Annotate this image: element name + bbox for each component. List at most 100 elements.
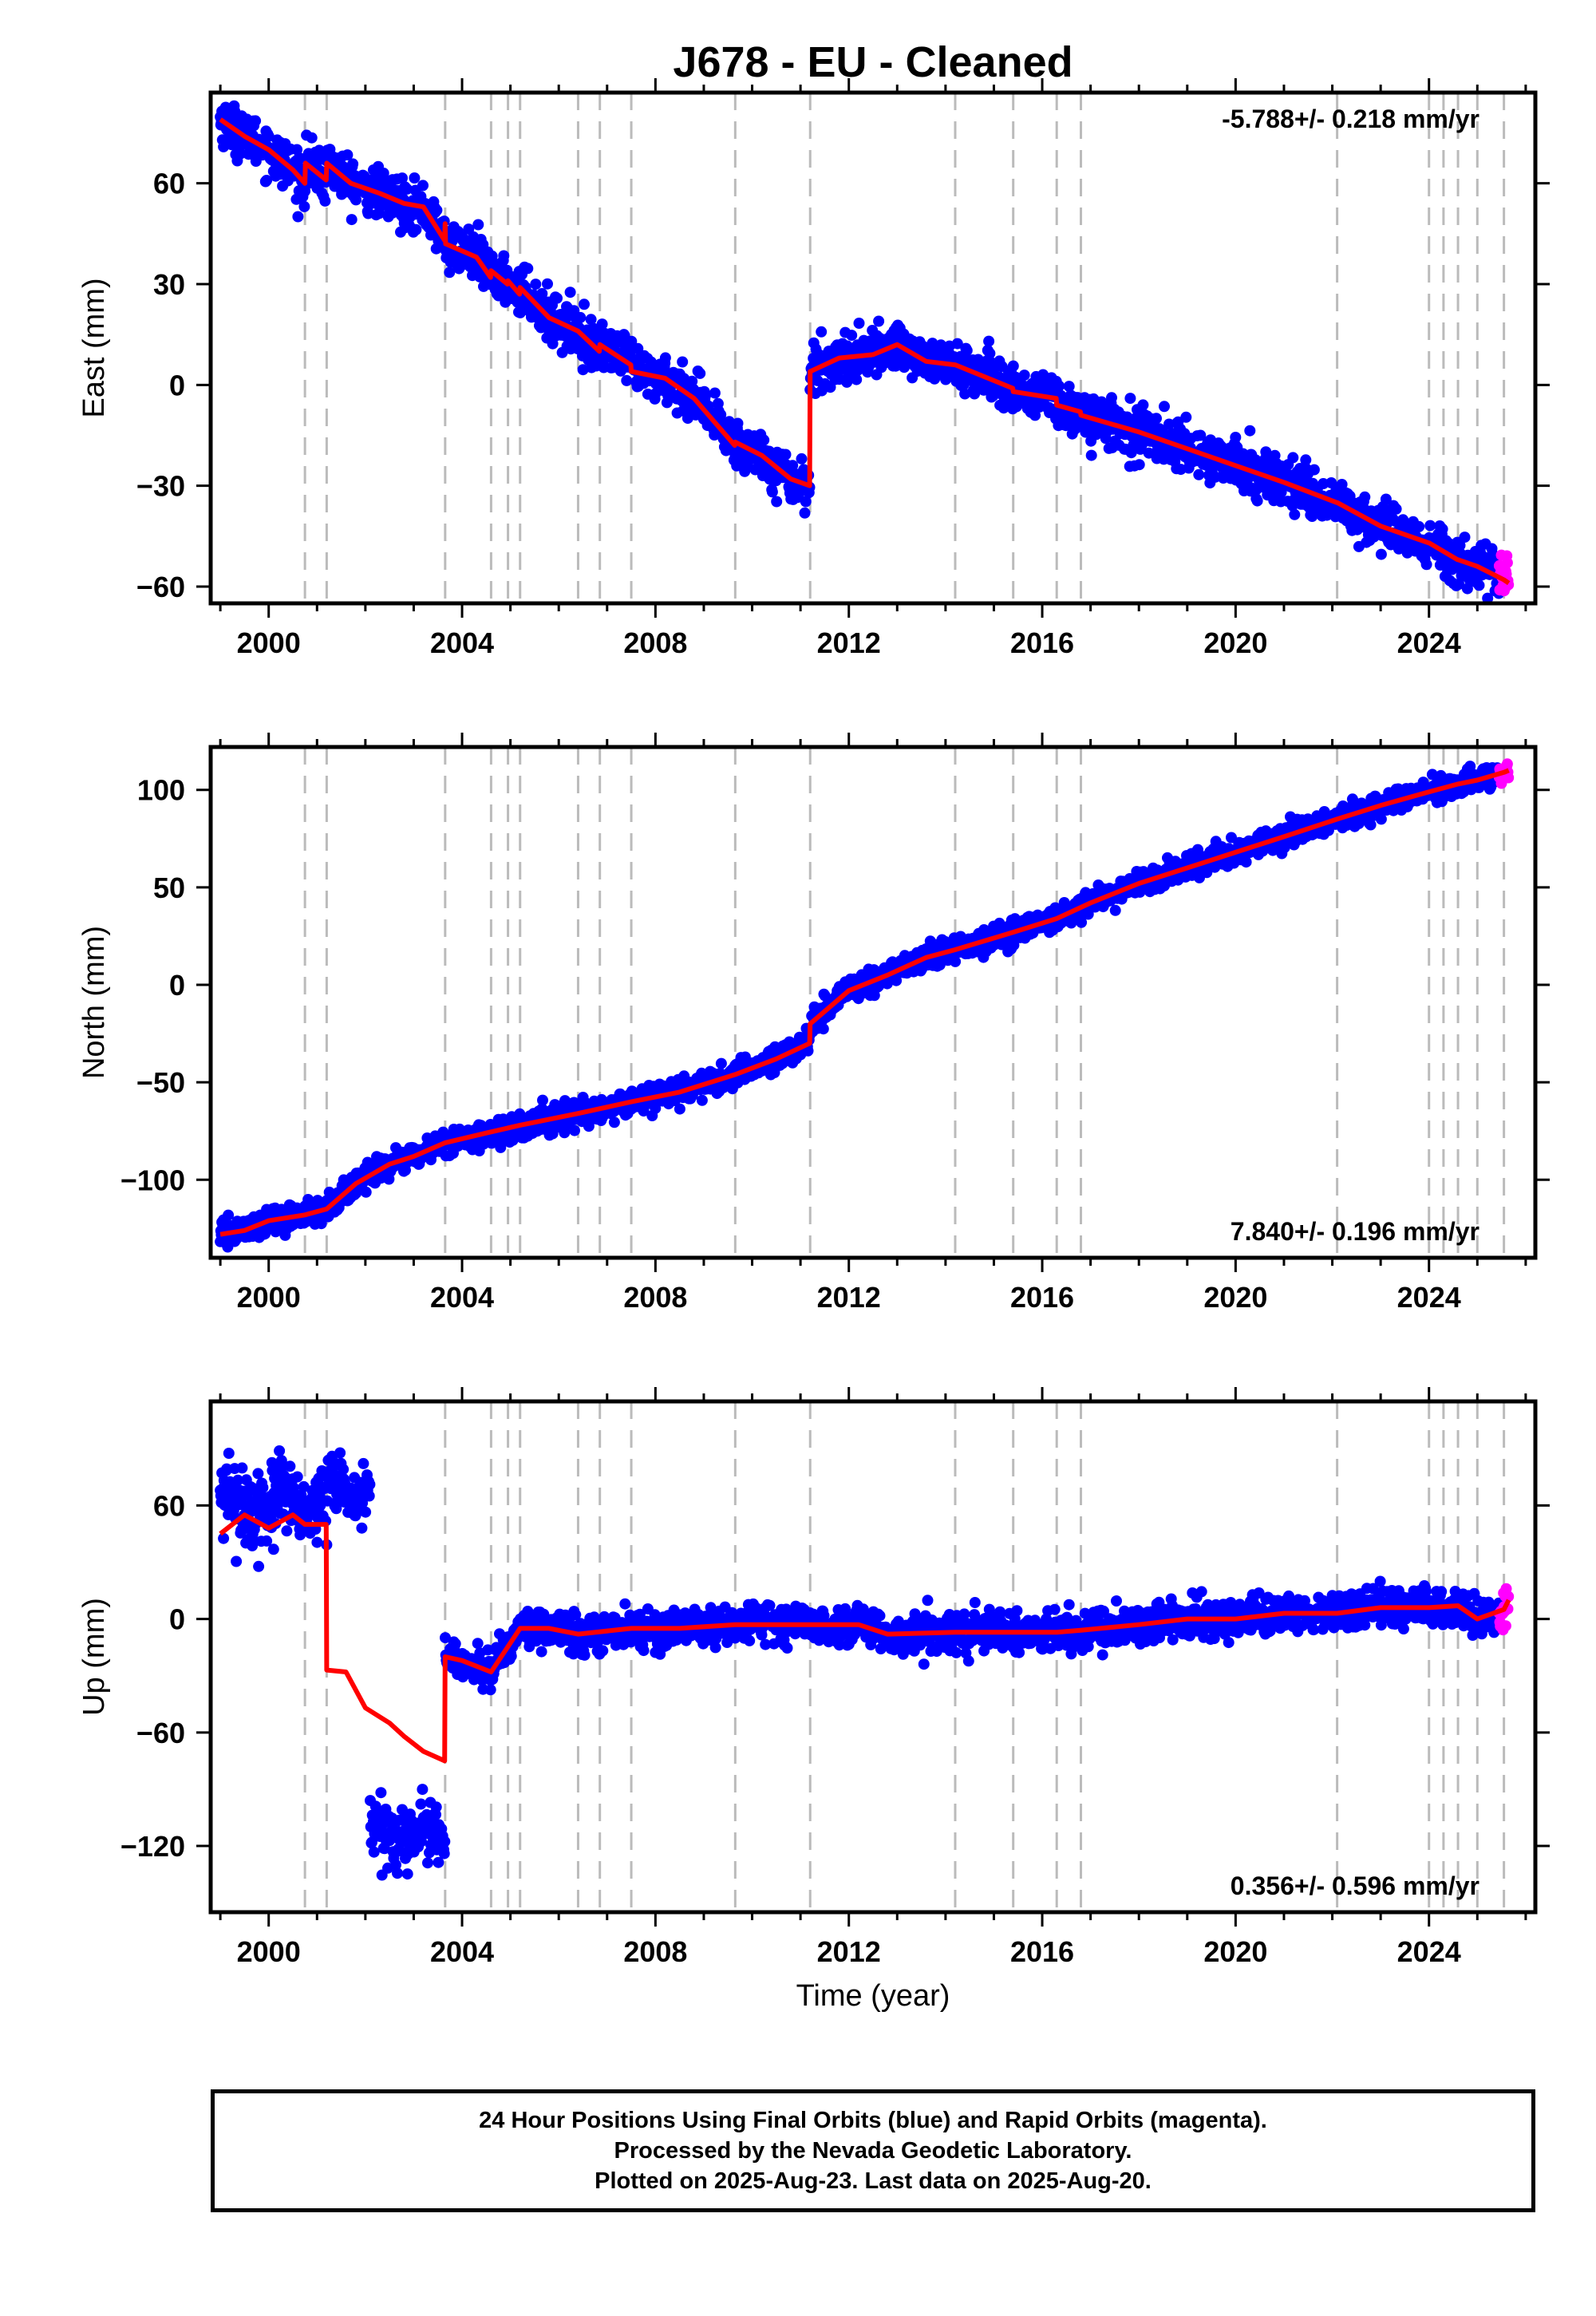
data-point — [1380, 493, 1392, 505]
data-point — [1133, 459, 1145, 471]
data-point — [1459, 532, 1471, 543]
data-point — [261, 175, 273, 186]
data-point — [250, 115, 262, 127]
data-point — [1413, 520, 1425, 532]
data-point — [694, 367, 706, 379]
data-point — [1453, 579, 1465, 591]
data-point — [1454, 539, 1466, 551]
data-point — [410, 223, 422, 235]
data-point — [1143, 447, 1155, 459]
data-point — [659, 352, 671, 364]
x-tick-label: 2000 — [237, 626, 301, 659]
data-point — [342, 149, 354, 161]
data-point — [1007, 360, 1019, 372]
data-point — [401, 183, 413, 195]
data-point — [1289, 508, 1301, 520]
y-tick-label: 0 — [169, 369, 185, 401]
data-point — [542, 278, 553, 290]
data-point — [799, 507, 811, 519]
data-point — [984, 347, 996, 359]
data-point — [1018, 370, 1030, 381]
data-point — [961, 345, 973, 357]
data-point — [853, 318, 865, 329]
data-point — [851, 373, 863, 385]
data-point — [522, 263, 534, 275]
data-point — [1029, 409, 1041, 421]
data-point — [1359, 491, 1371, 503]
data-point — [564, 287, 576, 298]
data-point — [608, 1117, 620, 1128]
data-point — [1053, 380, 1065, 392]
data-point — [1501, 557, 1513, 569]
data-point — [235, 148, 247, 160]
data-point — [1124, 393, 1136, 405]
data-point — [1424, 520, 1436, 532]
data-point — [1420, 559, 1432, 571]
east-scatter — [215, 100, 1515, 603]
data-point — [1251, 495, 1263, 507]
data-point — [626, 335, 638, 347]
data-point — [621, 374, 633, 386]
chart-figure: J678 - EU - Cleaned Time (year) 2000 2004… — [77, 38, 1550, 2013]
data-point — [1195, 429, 1207, 441]
data-point — [596, 318, 608, 330]
data-point — [444, 267, 456, 279]
data-point — [1063, 381, 1075, 393]
data-point — [472, 219, 484, 231]
data-point — [1230, 432, 1242, 443]
data-point — [766, 486, 778, 498]
data-point — [347, 158, 359, 170]
y-tick-label: 60 — [153, 168, 185, 200]
data-point — [674, 1103, 685, 1115]
data-point — [891, 974, 903, 986]
data-point — [263, 130, 275, 142]
data-point — [360, 1186, 372, 1198]
data-point — [758, 434, 770, 446]
data-point — [677, 356, 689, 368]
data-point — [959, 388, 971, 400]
data-point — [1076, 916, 1088, 928]
data-point — [294, 152, 306, 164]
x-tick-label: 2020 — [1203, 626, 1267, 659]
data-point — [1308, 464, 1320, 476]
data-point — [431, 204, 443, 216]
data-point — [1336, 479, 1348, 490]
data-point — [951, 338, 963, 350]
x-axis-label: Time (year) — [796, 1979, 950, 2013]
y-tick-label: −60 — [136, 571, 185, 603]
east-rate-label: -5.788+/- 0.218 mm/yr — [1222, 105, 1479, 133]
data-point — [575, 311, 587, 323]
data-point — [306, 132, 318, 144]
x-tick-label: 2024 — [1397, 626, 1461, 659]
data-point — [696, 1094, 708, 1106]
data-point — [1300, 454, 1312, 466]
data-point — [1244, 425, 1256, 437]
data-point — [1106, 392, 1117, 404]
data-point — [291, 144, 303, 156]
data-point — [699, 390, 711, 402]
data-point — [1482, 592, 1494, 603]
data-point — [817, 1023, 829, 1035]
data-point — [498, 250, 510, 262]
chart-title: J678 - EU - Cleaned — [673, 38, 1073, 86]
data-point — [732, 417, 744, 429]
data-point — [800, 496, 812, 508]
data-point — [796, 453, 808, 464]
data-point — [292, 211, 304, 223]
x-tick-label: 2008 — [623, 626, 687, 659]
data-point — [346, 214, 358, 226]
data-point — [577, 364, 589, 376]
data-point — [585, 314, 597, 326]
data-point — [1390, 503, 1402, 515]
north-scatter — [215, 758, 1515, 1253]
y-tick-label: −30 — [136, 470, 185, 503]
x-tick-label: 2016 — [1010, 626, 1074, 659]
data-point — [771, 496, 783, 508]
data-point — [350, 194, 362, 206]
data-point — [1085, 449, 1097, 461]
east-y-axis-label: East (mm) — [77, 278, 111, 417]
data-point — [409, 172, 421, 184]
data-point — [1287, 452, 1299, 464]
data-point — [715, 1057, 727, 1069]
